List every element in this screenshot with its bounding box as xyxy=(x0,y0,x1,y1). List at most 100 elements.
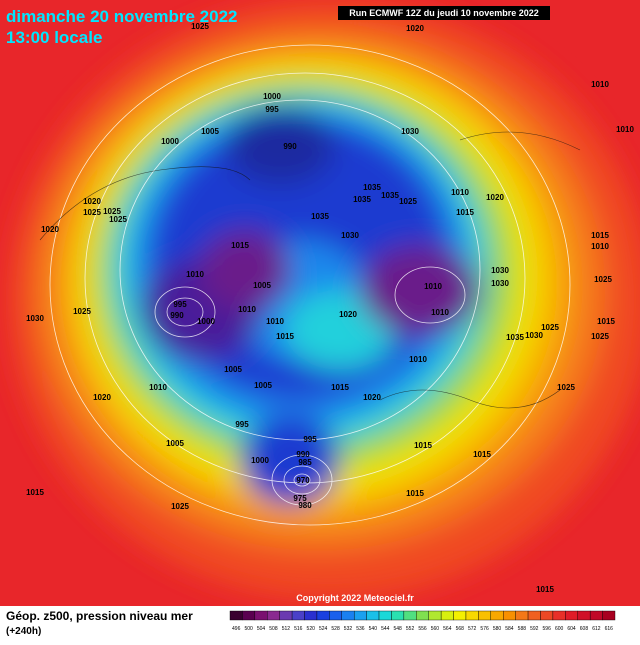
time-label: 13:00 locale xyxy=(6,28,102,47)
scale-swatch xyxy=(515,610,529,621)
scale-label: 496 xyxy=(232,626,241,632)
scale-swatch xyxy=(416,610,429,621)
isobar-label: 1035 xyxy=(353,195,371,204)
scale-swatch xyxy=(366,610,380,621)
scale-swatch xyxy=(254,610,268,621)
isobar-label: 1030 xyxy=(491,266,509,275)
scale-swatch xyxy=(279,610,293,621)
isobar-label: 1020 xyxy=(83,197,101,206)
isobar-label: 995 xyxy=(265,105,279,114)
isobar-label: 1000 xyxy=(263,92,281,101)
scale-swatch xyxy=(589,610,603,621)
isobar-label: 1015 xyxy=(456,208,474,217)
scale-swatch xyxy=(341,610,355,621)
scale-swatch xyxy=(403,610,417,621)
scale-label: 588 xyxy=(518,626,527,632)
run-label: Run ECMWF 12Z du jeudi 10 novembre 2022 xyxy=(349,8,539,18)
scale-swatch xyxy=(577,610,591,621)
isobar-label: 1025 xyxy=(591,332,609,341)
isobar-label: 1015 xyxy=(26,488,44,497)
scale-label: 516 xyxy=(294,626,303,632)
isobar-label: 1025 xyxy=(83,208,101,217)
isobar-label: 1015 xyxy=(473,450,491,459)
isobar-label: 1010 xyxy=(591,242,609,251)
scale-swatch xyxy=(316,610,330,621)
isobar-label: 1020 xyxy=(93,393,111,402)
isobar-label: 1000 xyxy=(251,456,269,465)
isobar-label: 1025 xyxy=(557,383,575,392)
scale-swatch xyxy=(465,610,479,621)
isobar-label: 1015 xyxy=(597,317,615,326)
isobar-label: 1010 xyxy=(409,355,427,364)
scale-swatch xyxy=(329,610,342,621)
isobar-label: 980 xyxy=(298,501,312,510)
scale-label: 612 xyxy=(592,626,601,632)
isobar-label: 1025 xyxy=(171,502,189,511)
copyright: Copyright 2022 Meteociel.fr xyxy=(296,593,414,603)
isobar-label: 1025 xyxy=(73,307,91,316)
scale-label: 556 xyxy=(418,626,427,632)
isobar-label: 1020 xyxy=(486,193,504,202)
isobar-label: 1025 xyxy=(541,323,559,332)
scale-swatch xyxy=(428,610,442,621)
scale-label: 616 xyxy=(605,626,614,632)
scale-label: 544 xyxy=(381,626,390,632)
scale-label: 532 xyxy=(344,626,353,632)
isobar-label: 1005 xyxy=(166,439,184,448)
isobar-label: 1010 xyxy=(424,282,442,291)
isobar-label: 1020 xyxy=(339,310,357,319)
scale-label: 536 xyxy=(356,626,365,632)
scale-label: 580 xyxy=(493,626,502,632)
isobar-label: 1010 xyxy=(431,308,449,317)
isobar-label: 1010 xyxy=(149,383,167,392)
scale-swatch xyxy=(490,610,504,621)
isobar-label: 1030 xyxy=(401,127,419,136)
isobar-label: 1000 xyxy=(197,317,215,326)
isobar-label: 1000 xyxy=(161,137,179,146)
isobar-label: 1025 xyxy=(399,197,417,206)
isobar-label: 990 xyxy=(170,311,184,320)
scale-label: 604 xyxy=(567,626,576,632)
isobar-label: 1025 xyxy=(109,215,127,224)
run-banner xyxy=(338,6,550,20)
isobar-label: 1010 xyxy=(186,270,204,279)
legend-title: Géop. z500, pression niveau mer xyxy=(6,609,193,623)
scale-swatch xyxy=(229,610,243,621)
scale-label: 524 xyxy=(319,626,328,632)
isobar-label: 1020 xyxy=(406,24,424,33)
isobar-label: 1015 xyxy=(406,489,424,498)
date-label: dimanche 20 novembre 2022 xyxy=(6,7,238,26)
scale-swatch xyxy=(242,610,256,621)
isobar-label: 1005 xyxy=(253,281,271,290)
isobar-label: 1025 xyxy=(103,207,121,216)
isobar-label: 1035 xyxy=(381,191,399,200)
scale-label: 552 xyxy=(406,626,415,632)
isobar-label: 1005 xyxy=(254,381,272,390)
isobar-label: 1010 xyxy=(266,317,284,326)
scale-label: 504 xyxy=(257,626,266,632)
isobar-label: 1010 xyxy=(591,80,609,89)
scale-swatch xyxy=(602,610,616,621)
isobar-label: 1025 xyxy=(191,22,209,31)
isobar-label: 995 xyxy=(235,420,249,429)
isobar-label: 990 xyxy=(283,142,297,151)
isobar-label: 1010 xyxy=(238,305,256,314)
scale-label: 500 xyxy=(244,626,253,632)
isobar-label: 1035 xyxy=(363,183,381,192)
scale-label: 600 xyxy=(555,626,564,632)
scale-swatch xyxy=(267,610,280,621)
scale-label: 568 xyxy=(456,626,465,632)
scale-swatch xyxy=(552,610,566,621)
color-scale: 496 500 504 508 512 516 520 524 528 532 536 540 544 5… xyxy=(229,610,616,632)
isobar-label: 1010 xyxy=(451,188,469,197)
legend-lead: (+240h) xyxy=(6,626,41,637)
scale-swatch xyxy=(291,610,305,621)
scale-swatch xyxy=(378,610,392,621)
isobar-label: 1015 xyxy=(414,441,432,450)
isobar-label: 1015 xyxy=(231,241,249,250)
scale-label: 512 xyxy=(282,626,291,632)
geopotential-field xyxy=(0,0,640,606)
isobar-label: 1015 xyxy=(591,231,609,240)
